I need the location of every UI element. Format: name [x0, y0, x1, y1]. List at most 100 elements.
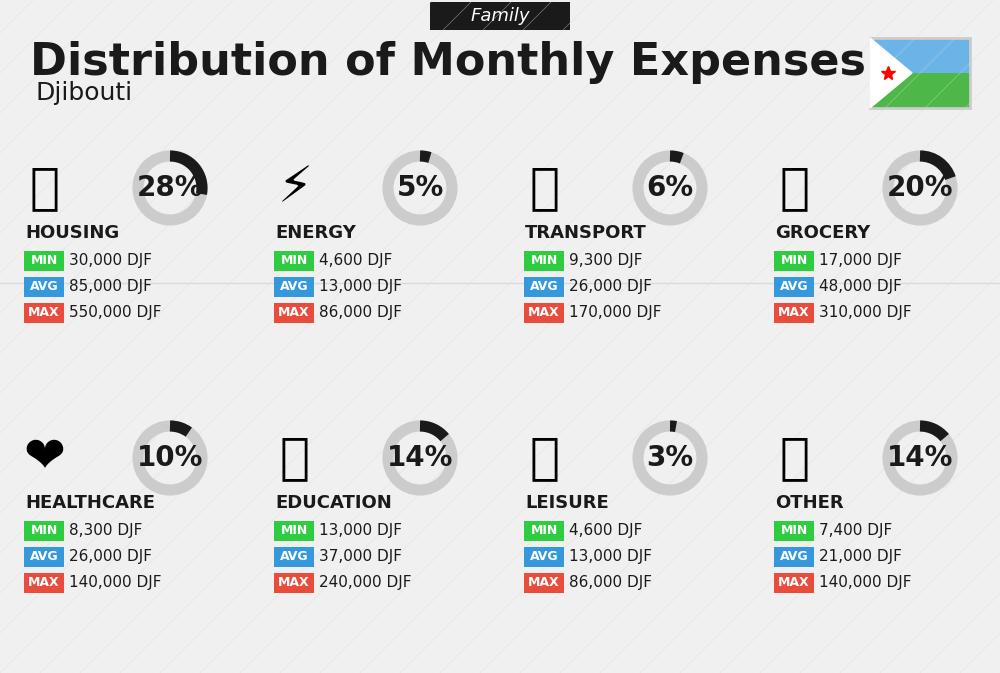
Text: 20%: 20%: [887, 174, 953, 202]
Text: 10%: 10%: [137, 444, 203, 472]
Text: 9,300 DJF: 9,300 DJF: [569, 254, 642, 269]
Text: Distribution of Monthly Expenses: Distribution of Monthly Expenses: [30, 42, 866, 85]
Text: AVG: AVG: [530, 281, 558, 293]
FancyBboxPatch shape: [524, 303, 564, 323]
FancyBboxPatch shape: [24, 573, 64, 593]
Text: 5%: 5%: [396, 174, 444, 202]
Text: 🛍️: 🛍️: [530, 434, 560, 482]
FancyBboxPatch shape: [274, 521, 314, 541]
FancyBboxPatch shape: [524, 521, 564, 541]
Text: 26,000 DJF: 26,000 DJF: [569, 279, 652, 295]
Text: 💰: 💰: [780, 434, 810, 482]
Text: ENERGY: ENERGY: [275, 224, 356, 242]
FancyBboxPatch shape: [774, 521, 814, 541]
Text: MIN: MIN: [530, 524, 558, 538]
FancyBboxPatch shape: [274, 573, 314, 593]
FancyBboxPatch shape: [24, 303, 64, 323]
FancyBboxPatch shape: [774, 547, 814, 567]
Text: 170,000 DJF: 170,000 DJF: [569, 306, 662, 320]
Text: MIN: MIN: [530, 254, 558, 267]
Text: MAX: MAX: [278, 577, 310, 590]
Text: 4,600 DJF: 4,600 DJF: [319, 254, 392, 269]
Text: 🚌: 🚌: [530, 164, 560, 212]
Text: AVG: AVG: [280, 281, 308, 293]
Text: MIN: MIN: [280, 254, 308, 267]
FancyBboxPatch shape: [870, 73, 970, 108]
Text: 14%: 14%: [887, 444, 953, 472]
FancyBboxPatch shape: [274, 277, 314, 297]
Text: AVG: AVG: [280, 551, 308, 563]
Text: Djibouti: Djibouti: [35, 81, 132, 105]
Text: LEISURE: LEISURE: [525, 494, 609, 512]
FancyBboxPatch shape: [274, 547, 314, 567]
Text: 240,000 DJF: 240,000 DJF: [319, 575, 412, 590]
Text: MAX: MAX: [278, 306, 310, 320]
Text: 37,000 DJF: 37,000 DJF: [319, 549, 402, 565]
FancyBboxPatch shape: [24, 521, 64, 541]
FancyBboxPatch shape: [524, 547, 564, 567]
Text: 4,600 DJF: 4,600 DJF: [569, 524, 642, 538]
FancyBboxPatch shape: [24, 277, 64, 297]
Text: HOUSING: HOUSING: [25, 224, 119, 242]
Text: 13,000 DJF: 13,000 DJF: [319, 524, 402, 538]
Text: 13,000 DJF: 13,000 DJF: [319, 279, 402, 295]
Text: AVG: AVG: [530, 551, 558, 563]
Text: 🛒: 🛒: [780, 164, 810, 212]
Text: MIN: MIN: [780, 254, 808, 267]
Text: MIN: MIN: [30, 254, 58, 267]
Text: 140,000 DJF: 140,000 DJF: [69, 575, 162, 590]
Text: 86,000 DJF: 86,000 DJF: [569, 575, 652, 590]
Text: 86,000 DJF: 86,000 DJF: [319, 306, 402, 320]
Text: TRANSPORT: TRANSPORT: [525, 224, 647, 242]
Text: 85,000 DJF: 85,000 DJF: [69, 279, 152, 295]
Text: AVG: AVG: [30, 281, 58, 293]
FancyBboxPatch shape: [870, 38, 970, 73]
Text: MAX: MAX: [28, 577, 60, 590]
Text: 🏢: 🏢: [30, 164, 60, 212]
Text: MAX: MAX: [528, 306, 560, 320]
Text: MAX: MAX: [778, 306, 810, 320]
Text: GROCERY: GROCERY: [775, 224, 870, 242]
Text: ❤️: ❤️: [24, 434, 66, 482]
FancyBboxPatch shape: [24, 547, 64, 567]
Text: 7,400 DJF: 7,400 DJF: [819, 524, 892, 538]
Text: MIN: MIN: [780, 524, 808, 538]
Text: 21,000 DJF: 21,000 DJF: [819, 549, 902, 565]
Text: 140,000 DJF: 140,000 DJF: [819, 575, 912, 590]
Text: OTHER: OTHER: [775, 494, 844, 512]
Text: 26,000 DJF: 26,000 DJF: [69, 549, 152, 565]
Text: MAX: MAX: [778, 577, 810, 590]
FancyBboxPatch shape: [274, 251, 314, 271]
FancyBboxPatch shape: [524, 573, 564, 593]
FancyBboxPatch shape: [774, 277, 814, 297]
FancyBboxPatch shape: [774, 573, 814, 593]
Text: 17,000 DJF: 17,000 DJF: [819, 254, 902, 269]
Text: 6%: 6%: [646, 174, 694, 202]
FancyBboxPatch shape: [774, 251, 814, 271]
FancyBboxPatch shape: [430, 2, 570, 30]
Polygon shape: [870, 38, 912, 108]
Text: ⚡: ⚡: [277, 164, 313, 212]
Text: AVG: AVG: [30, 551, 58, 563]
Text: MIN: MIN: [30, 524, 58, 538]
Text: EDUCATION: EDUCATION: [275, 494, 392, 512]
FancyBboxPatch shape: [524, 277, 564, 297]
FancyBboxPatch shape: [774, 303, 814, 323]
Text: MAX: MAX: [28, 306, 60, 320]
Text: 8,300 DJF: 8,300 DJF: [69, 524, 142, 538]
Text: 🎓: 🎓: [280, 434, 310, 482]
Text: MIN: MIN: [280, 524, 308, 538]
Text: 48,000 DJF: 48,000 DJF: [819, 279, 902, 295]
FancyBboxPatch shape: [274, 303, 314, 323]
Text: 3%: 3%: [646, 444, 694, 472]
Text: 28%: 28%: [137, 174, 203, 202]
Text: 550,000 DJF: 550,000 DJF: [69, 306, 162, 320]
Text: MAX: MAX: [528, 577, 560, 590]
Text: HEALTHCARE: HEALTHCARE: [25, 494, 155, 512]
Text: 13,000 DJF: 13,000 DJF: [569, 549, 652, 565]
Text: 14%: 14%: [387, 444, 453, 472]
FancyBboxPatch shape: [24, 251, 64, 271]
Text: AVG: AVG: [780, 281, 808, 293]
Text: Family: Family: [470, 7, 530, 25]
Text: AVG: AVG: [780, 551, 808, 563]
